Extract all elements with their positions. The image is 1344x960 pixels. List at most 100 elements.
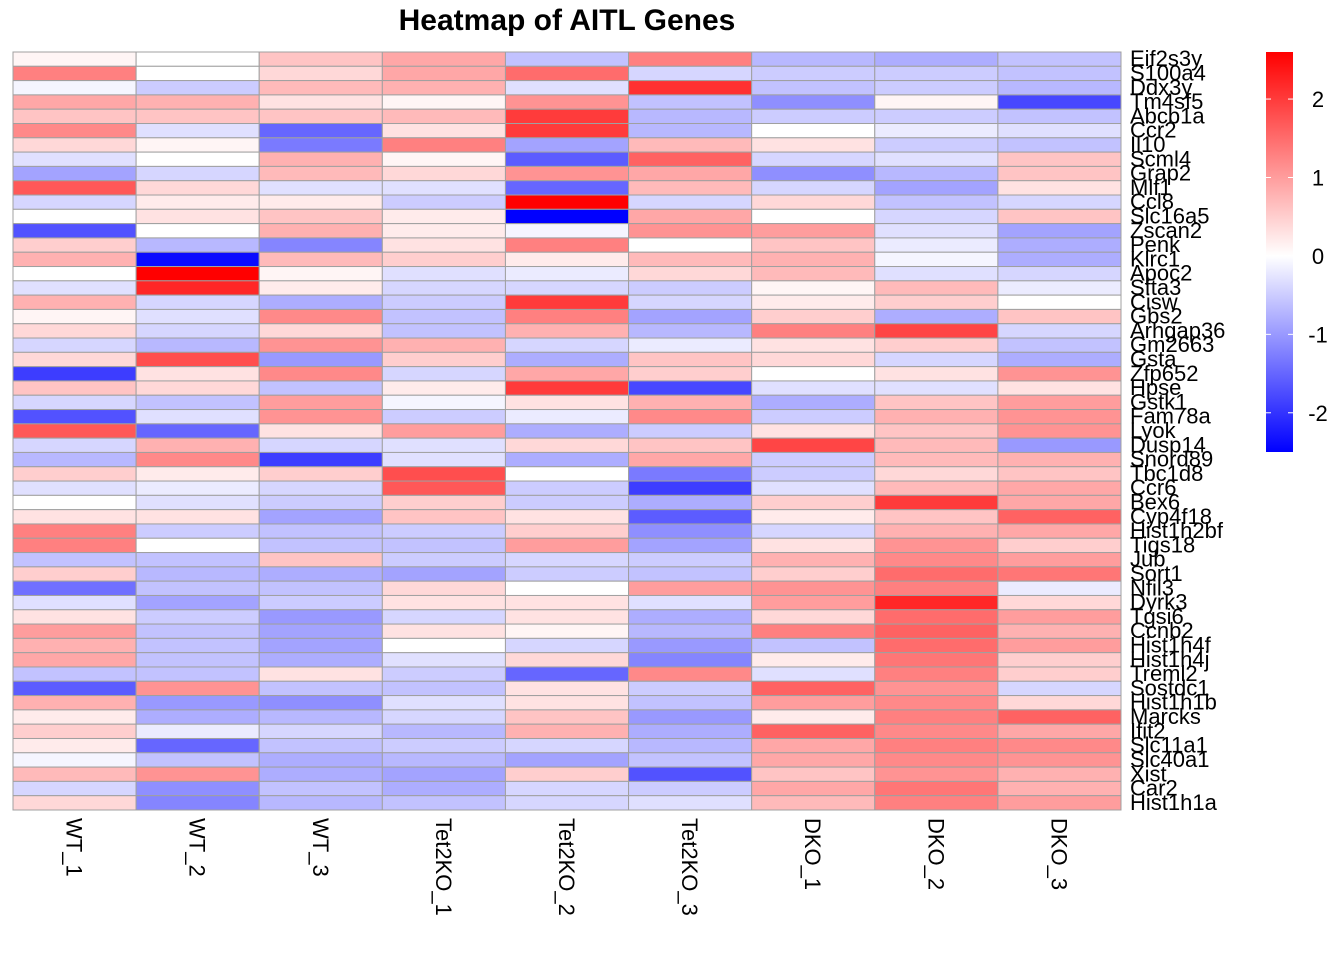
heatmap-cell [258,594,383,611]
heatmap-cell [997,723,1122,739]
heatmap-cell [381,237,506,253]
heatmap-cell [258,208,383,225]
heatmap-cell [997,737,1122,754]
heatmap-cell [258,780,383,797]
heatmap-cell [381,494,506,511]
heatmap-cell [874,580,999,596]
heatmap-cell [751,123,876,139]
heatmap-cell [135,323,260,339]
heatmap-cell [12,337,137,353]
row-label: Klrc1 [1130,246,1180,271]
heatmap-cell [751,237,876,253]
heatmap-cell [12,108,137,125]
heatmap-cell [135,108,260,125]
heatmap-cell [12,523,137,539]
heatmap-cell [628,566,753,582]
heatmap-cell [381,380,506,396]
heatmap-cell [628,366,753,382]
row-label: Cyp4f18 [1130,504,1212,529]
heatmap-cell [874,308,999,325]
heatmap-cell [874,380,999,396]
heatmap-cell [381,94,506,110]
heatmap-cell [381,180,506,196]
heatmap-cell [751,709,876,725]
heatmap-cell [381,594,506,611]
legend-tick-label: -1 [1308,322,1328,347]
heatmap-cell [504,251,630,268]
heatmap-cell [258,466,383,482]
row-label: Hist1h1b [1130,690,1217,715]
heatmap-cell [135,351,260,368]
heatmap-cell [751,437,876,453]
heatmap-cell [12,666,137,682]
heatmap-cell [628,680,753,697]
heatmap-cell [628,394,753,411]
column-label: DKO_2 [923,818,948,890]
heatmap-cell [874,494,999,511]
heatmap-cell [751,165,876,182]
heatmap-cell [258,437,383,453]
heatmap-cell [381,752,506,768]
heatmap-cell [751,737,876,754]
heatmap-cell [258,480,383,496]
heatmap-cell [504,380,630,396]
heatmap-cell [997,280,1122,296]
column-label: WT_1 [62,818,87,877]
heatmap-cell [381,623,506,639]
heatmap-cell [258,94,383,110]
heatmap-cell [504,223,630,239]
heatmap-cell [628,623,753,639]
heatmap-cell [504,594,630,611]
heatmap-cell [135,80,260,96]
heatmap-cell [12,280,137,296]
heatmap-cell [628,737,753,754]
row-label: Xist [1130,761,1167,786]
heatmap-cell [504,409,630,425]
heatmap-cell [874,409,999,425]
heatmap-cell [381,65,506,82]
heatmap-cell [504,795,630,811]
heatmap-cell [997,51,1122,67]
heatmap-cell [997,523,1122,539]
heatmap-cell [874,437,999,453]
heatmap-cell [12,766,137,782]
heatmap-cell [12,409,137,425]
row-label: Hpse [1130,375,1181,400]
heatmap-cell [504,652,630,668]
heatmap-cell [12,795,137,811]
heatmap-cell [381,80,506,96]
heatmap-cell [874,780,999,797]
heatmap-cell [12,308,137,325]
heatmap-cell [874,123,999,139]
heatmap-cell [12,580,137,596]
heatmap-cell [628,695,753,711]
heatmap-cell [504,151,630,167]
column-label: DKO_1 [800,818,825,890]
heatmap-cell [504,723,630,739]
heatmap-cell [12,709,137,725]
heatmap-cell [504,280,630,296]
row-label: Gstk1 [1130,389,1187,414]
heatmap-cell [381,795,506,811]
heatmap-cell [628,308,753,325]
heatmap-cell [135,208,260,225]
heatmap-cell [997,251,1122,268]
heatmap-cell [258,280,383,296]
row-label: Gm2663 [1130,332,1214,357]
heatmap-cell [751,752,876,768]
heatmap-cell [135,666,260,682]
heatmap-cell [12,537,137,554]
heatmap-cell [751,795,876,811]
row-label: Nfil3 [1130,575,1174,600]
heatmap-cell [12,123,137,139]
heatmap-cell [997,494,1122,511]
heatmap-cell [258,366,383,382]
heatmap-cell [381,737,506,754]
heatmap-cell [381,723,506,739]
heatmap-cell [135,623,260,639]
heatmap-cell [258,137,383,153]
heatmap-cell [381,637,506,654]
heatmap-cell [135,709,260,725]
heatmap-cell [874,480,999,496]
heatmap-cell [874,51,999,67]
